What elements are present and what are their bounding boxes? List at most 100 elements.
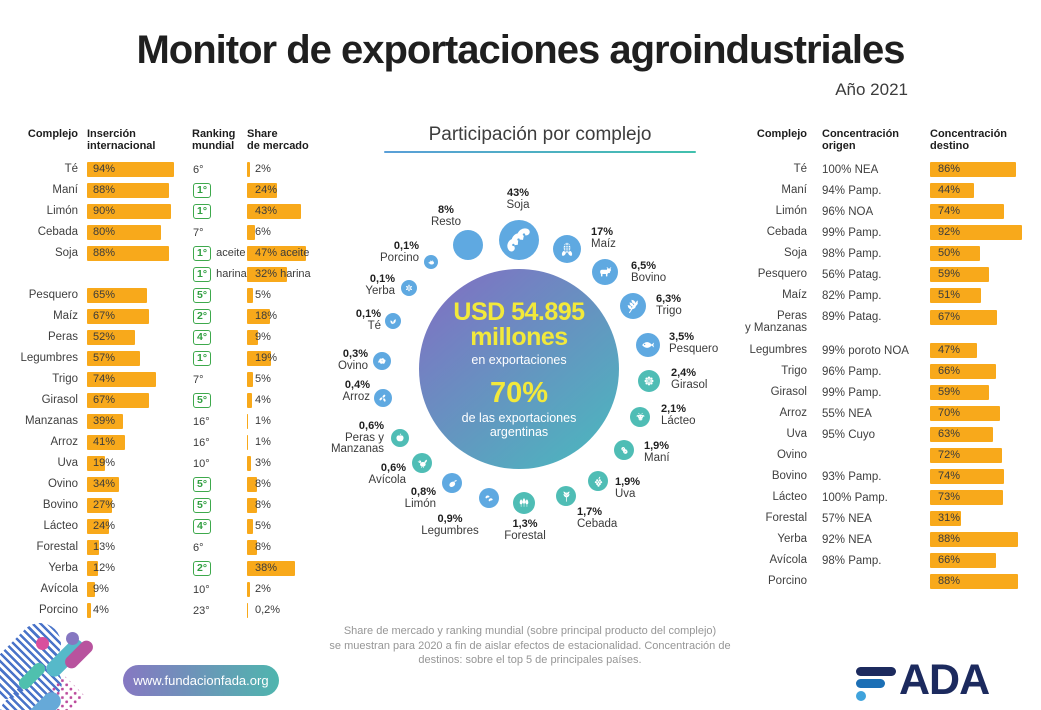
bubble-pct: 0,8% (410, 486, 436, 498)
website-link[interactable]: www.fundacionfada.org (123, 665, 279, 696)
bubble-pct: 0,6% (358, 420, 384, 432)
bubble-label-soja: 43% Soja (458, 187, 578, 211)
bubble-mani (614, 440, 634, 460)
complejo-label: Pesquero (28, 288, 78, 301)
table-row: Trigo 96% Pamp. 66% (737, 361, 1037, 382)
destino-bar (930, 246, 980, 261)
ranking-cell: 1° (192, 351, 247, 366)
share-value: 1% (255, 436, 271, 448)
bubble-label-yerba: 0,1% Yerba (280, 273, 395, 297)
insercion-bar (87, 309, 150, 324)
ranking-badge: 1° (193, 204, 212, 219)
table-row: Cebada 80% 7° 6% (8, 222, 338, 243)
destino-cell: 31% (930, 508, 1037, 529)
share-cell: 4% (247, 390, 338, 411)
complejo-label: Limón (46, 204, 78, 217)
insercion-value: 12% (93, 562, 116, 574)
ranking-cell: 2° (192, 561, 247, 576)
table-row: Legumbres 57% 1° 19% (8, 348, 338, 369)
bubble-uva (588, 471, 608, 491)
destino-bar (930, 225, 1022, 240)
share-bar (247, 435, 249, 450)
complejo-label: Bovino (42, 498, 78, 511)
destino-value: 44% (938, 184, 961, 196)
complejo-label: Cebada (766, 225, 807, 238)
bubble-label-resto: 8% Resto (386, 204, 506, 228)
share-cell: 0,2% (247, 600, 338, 621)
lemon-icon (448, 479, 457, 487)
destino-cell: 67% (930, 306, 1037, 327)
bubble-pct: 3,5% (669, 331, 695, 343)
origen-value: 55% NEA (822, 408, 872, 420)
table-row: Peras 52% 4° 9% (8, 327, 338, 348)
destino-cell: 63% (930, 424, 1037, 445)
complejo-label: Cebada (37, 225, 78, 238)
table-row: Bovino 27% 5° 8% (8, 495, 338, 516)
bubble-label-forestal: 1,3% Forestal (465, 518, 585, 542)
share-value: 5% (255, 520, 271, 532)
insercion-value: 34% (93, 478, 116, 490)
ranking-cell: 7° (192, 227, 247, 239)
destino-value: 74% (938, 470, 961, 482)
fada-f-icon (856, 659, 898, 701)
apple-icon (396, 433, 404, 442)
share-cell: 5% (247, 516, 338, 537)
table-row: Yerba 92% NEA 88% (737, 529, 1037, 550)
insercion-bar (87, 204, 171, 219)
bubble-arroz (374, 389, 392, 407)
ranking-cell: 16° (192, 416, 247, 428)
origen-value: 92% NEA (822, 534, 872, 546)
bubble-yerba (401, 280, 417, 296)
complejo-label: Bovino (771, 469, 807, 482)
bubble-name: Té (367, 319, 381, 332)
ranking-cell: 6° (192, 164, 247, 176)
bubble-name: Pesquero (669, 342, 719, 355)
insercion-cell: 67% (87, 390, 192, 411)
share-value: 19% (255, 352, 278, 364)
bubble-name: Girasol (671, 378, 708, 391)
share-cell: 9% (247, 327, 338, 348)
export-share-caption: de las exportaciones argentinas (461, 410, 577, 439)
bubble-maiz (553, 235, 581, 263)
share-value: 5% (255, 289, 271, 301)
complejo-label: Uva (786, 427, 807, 440)
ranking-badge: 1° (193, 246, 212, 261)
footnote: Share de mercado y ranking mundial (sobr… (329, 625, 731, 666)
share-bar (247, 498, 257, 513)
bubble-pct: 1,9% (615, 476, 641, 488)
bubble-name: Maíz (591, 237, 616, 250)
destino-value: 66% (938, 365, 961, 377)
origen-value: 93% Pamp. (822, 471, 882, 483)
table-row: Cebada 99% Pamp. 92% (737, 222, 1037, 243)
bubble-label-te: 0,1% Té (266, 308, 381, 332)
bubble-legumbres (479, 488, 499, 508)
share-cell: 43% (247, 201, 338, 222)
complejo-label: Limón (775, 204, 807, 217)
destino-value: 88% (938, 575, 961, 587)
destino-value: 31% (938, 512, 961, 524)
complejo-label: Ovino (47, 477, 78, 490)
share-bar (247, 603, 248, 618)
bubble-pct: 2,1% (661, 403, 687, 415)
insercion-cell: 65% (87, 285, 192, 306)
bubble-label-limon: 0,8% Limón (321, 486, 436, 510)
ranking-cell: 5° (192, 393, 247, 408)
ranking-value: 10° (193, 457, 210, 470)
export-share-pct: 70% (489, 376, 549, 409)
header-concentracion-destino: Concentración destino (930, 128, 1008, 152)
insercion-value: 52% (93, 331, 116, 343)
header-concentracion-origen: Concentración origen (822, 128, 900, 152)
share-bar (247, 372, 254, 387)
complejo-label: Yerba (48, 561, 78, 574)
table-row: Maíz 82% Pamp. 51% (737, 285, 1037, 306)
bubble-name: Maní (644, 451, 670, 464)
ranking-cell: 6° (192, 542, 247, 554)
sheep-icon (378, 358, 386, 364)
table-row: Uva 95% Cuyo 63% (737, 424, 1037, 445)
share-bar (247, 414, 249, 429)
share-value: 8% (255, 478, 271, 490)
bubble-pct: 0,1% (393, 240, 419, 252)
insercion-bar (87, 351, 140, 366)
complejo-label: Arroz (50, 435, 78, 448)
destino-value: 70% (938, 407, 961, 419)
